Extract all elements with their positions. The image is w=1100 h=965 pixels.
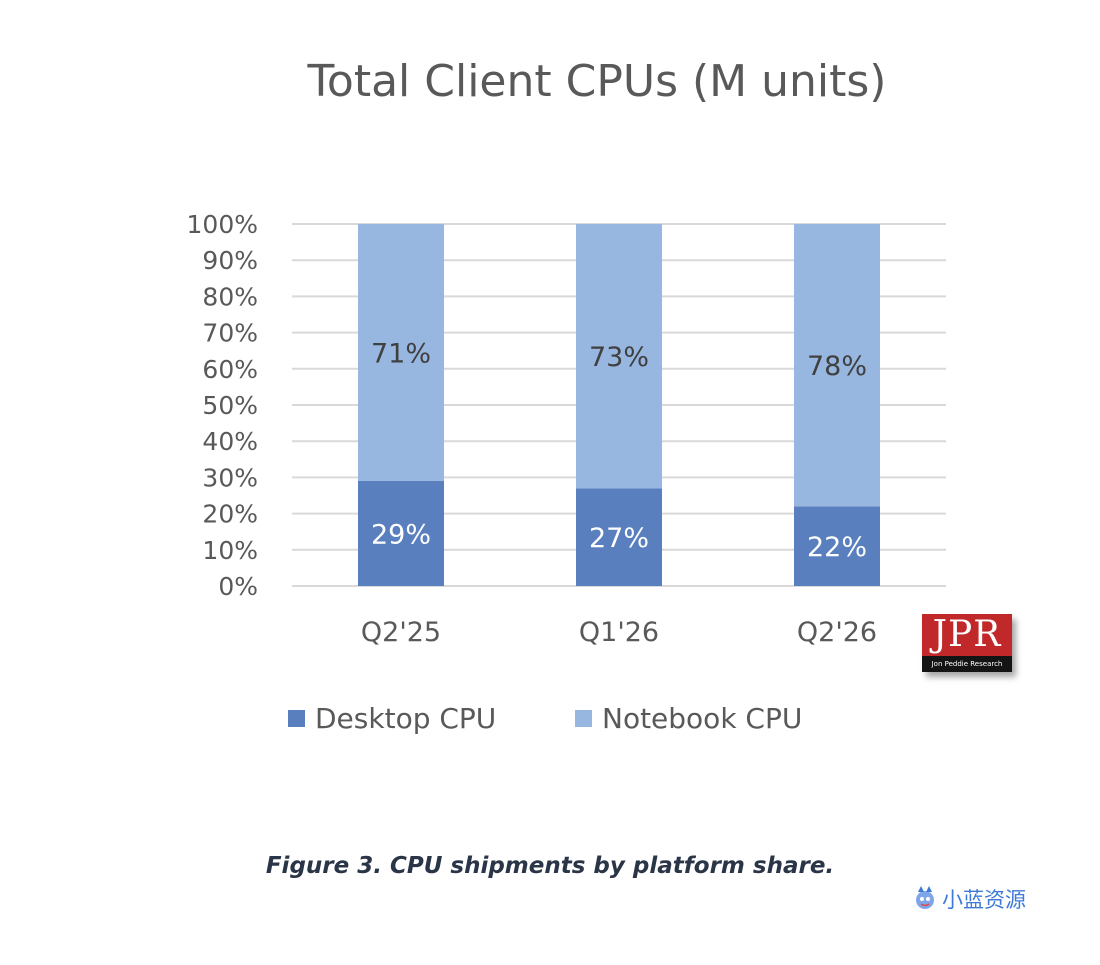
y-tick-label: 40% — [202, 427, 258, 456]
y-tick-label: 0% — [218, 572, 258, 601]
legend-swatch — [288, 710, 305, 727]
y-tick-label: 70% — [202, 319, 258, 348]
legend-swatch — [575, 710, 592, 727]
x-axis-categories: Q2'25 Q1'26 Q2'26 — [361, 617, 877, 648]
chart-title: Total Client CPUs (M units) — [307, 56, 887, 107]
legend-label: Desktop CPU — [315, 702, 496, 735]
legend: Desktop CPU Notebook CPU — [288, 702, 802, 735]
bars — [358, 224, 880, 586]
y-tick-label: 20% — [202, 500, 258, 529]
y-tick-label: 90% — [202, 246, 258, 275]
bar-notebook-cpu — [576, 224, 662, 489]
x-category-label: Q1'26 — [579, 617, 659, 648]
bar-notebook-cpu — [358, 224, 444, 482]
bar-desktop-cpu — [358, 481, 444, 586]
y-tick-label: 30% — [202, 463, 258, 492]
y-tick-label: 10% — [202, 536, 258, 565]
y-axis-ticks: 0% 10% 20% 30% 40% 50% 60% 70% 80% 90% 100% — [187, 210, 258, 601]
bar-notebook-cpu — [794, 224, 880, 507]
bar-desktop-cpu — [794, 506, 880, 586]
x-category-label: Q2'25 — [361, 617, 441, 648]
data-label: 27% — [589, 523, 649, 554]
data-labels: 29% 71% 27% 73% 22% 78% — [371, 339, 867, 564]
watermark-text: 小蓝资源 — [942, 888, 1026, 912]
legend-label: Notebook CPU — [602, 702, 802, 735]
data-label: 29% — [371, 520, 431, 551]
watermark: 小蓝资源 — [912, 882, 1026, 916]
y-tick-label: 80% — [202, 282, 258, 311]
y-tick-label: 60% — [202, 355, 258, 384]
figure-caption: Figure 3. CPU shipments by platform shar… — [265, 853, 835, 879]
bar-desktop-cpu — [576, 488, 662, 586]
data-label: 73% — [589, 342, 649, 373]
logo-subtext: Jon Peddie Research — [922, 656, 1012, 672]
y-tick-label: 50% — [202, 391, 258, 420]
data-label: 22% — [807, 532, 867, 563]
data-label: 71% — [371, 339, 431, 370]
y-tick-label: 100% — [187, 210, 258, 239]
mascot-icon — [916, 886, 934, 909]
jpr-logo: JPR Jon Peddie Research — [922, 614, 1012, 672]
x-category-label: Q2'26 — [797, 617, 877, 648]
logo-text: JPR — [922, 614, 1012, 656]
data-label: 78% — [807, 351, 867, 382]
